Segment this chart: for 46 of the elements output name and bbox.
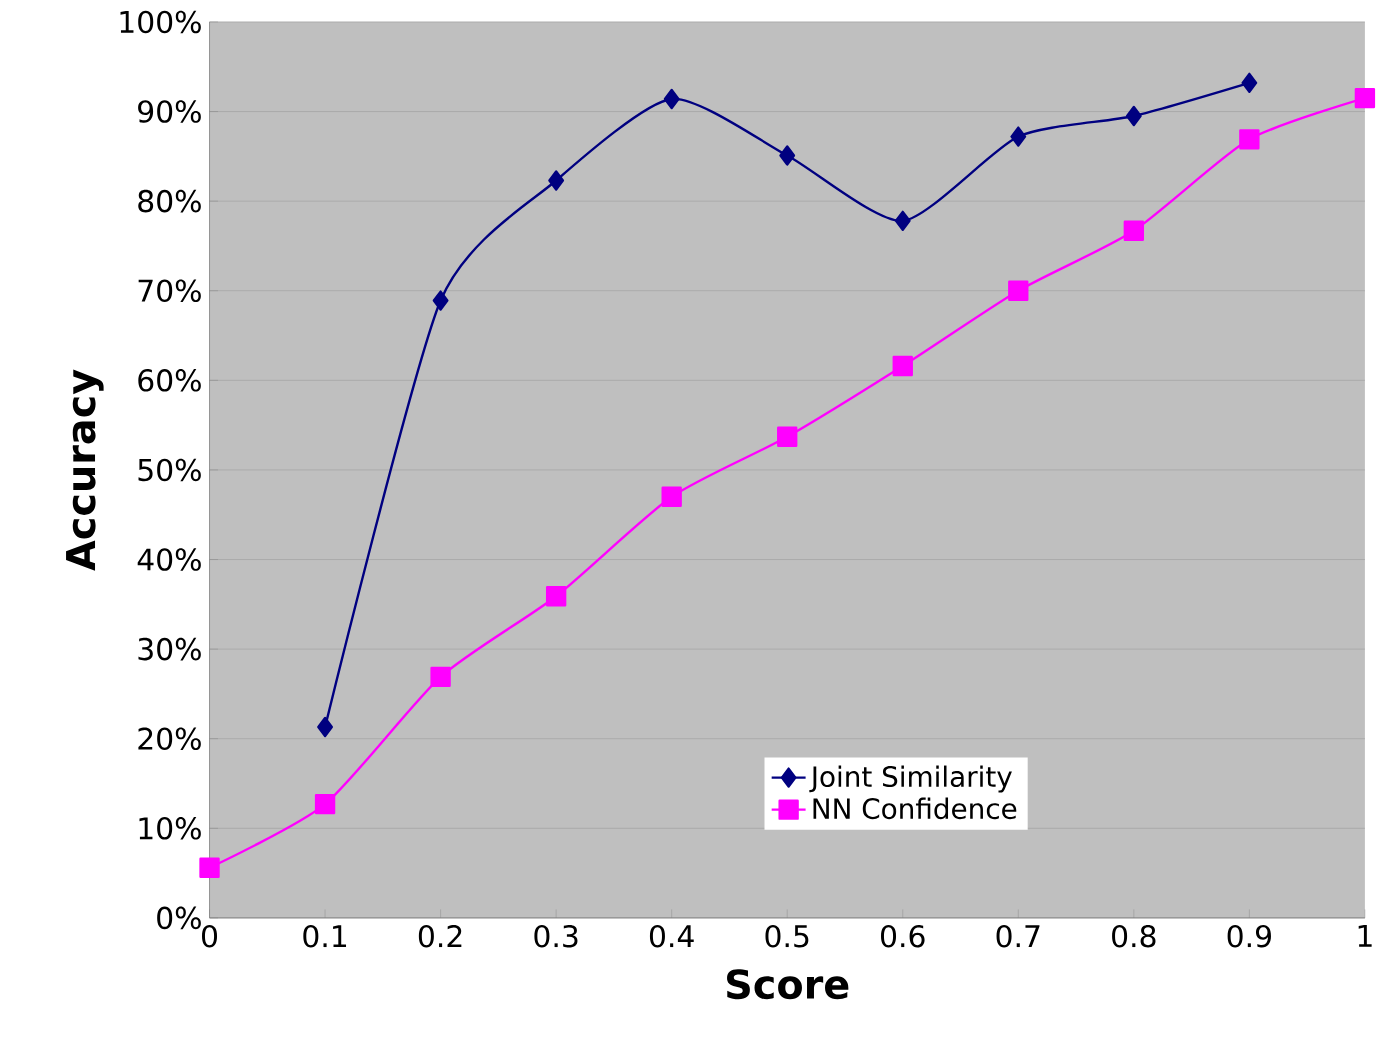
x-tick-label: 0.1	[303, 925, 347, 948]
x-tick-label: 0.6	[881, 925, 925, 948]
y-tick-label: 50%	[138, 458, 201, 482]
x-tick-label: 0.4	[649, 925, 694, 948]
legend-label: Joint Similarity	[809, 765, 1012, 793]
point	[1008, 280, 1029, 302]
point	[314, 794, 336, 815]
y-tick-label: 40%	[137, 548, 201, 572]
y-tick-label: 80%	[138, 190, 201, 213]
point	[1241, 72, 1258, 94]
y-tick-label: 60%	[138, 369, 201, 392]
y-tick-label: 20%	[138, 727, 201, 751]
y-tick-label: 30%	[138, 638, 201, 661]
x-tick-label: 0.9	[1227, 925, 1271, 948]
point	[548, 170, 565, 191]
point	[432, 290, 449, 311]
y-tick-label: 70%	[138, 279, 201, 303]
point	[1010, 126, 1027, 147]
point	[1354, 88, 1376, 109]
x-tick-label: 0.5	[765, 925, 809, 948]
x-tick-label: 0	[202, 925, 218, 948]
point	[779, 145, 796, 166]
x-tick-label: 0.7	[996, 925, 1040, 948]
legend-label: NN Confidence	[813, 797, 1017, 820]
y-tick-label: 10%	[139, 817, 201, 840]
point	[777, 426, 798, 448]
x-tick-label: 0.8	[1112, 925, 1156, 948]
point	[892, 356, 913, 377]
point	[199, 857, 220, 879]
point	[1239, 129, 1260, 150]
x-tick-label: 1	[1358, 925, 1372, 947]
point	[545, 586, 567, 607]
point	[430, 666, 451, 688]
point	[1123, 220, 1145, 242]
x-tick-label: 0.3	[534, 925, 578, 948]
y-tick-label: 100%	[120, 10, 201, 34]
point	[317, 717, 333, 738]
point	[661, 486, 682, 508]
point	[663, 89, 680, 110]
x-axis-title: Score	[727, 969, 849, 1000]
x-tick-label: 0.2	[418, 925, 462, 948]
point	[1125, 106, 1142, 127]
y-axis-title: Accuracy	[66, 369, 104, 571]
y-tick-label: 90%	[138, 100, 201, 124]
y-tick-label: 0%	[157, 906, 201, 930]
point	[894, 210, 911, 232]
